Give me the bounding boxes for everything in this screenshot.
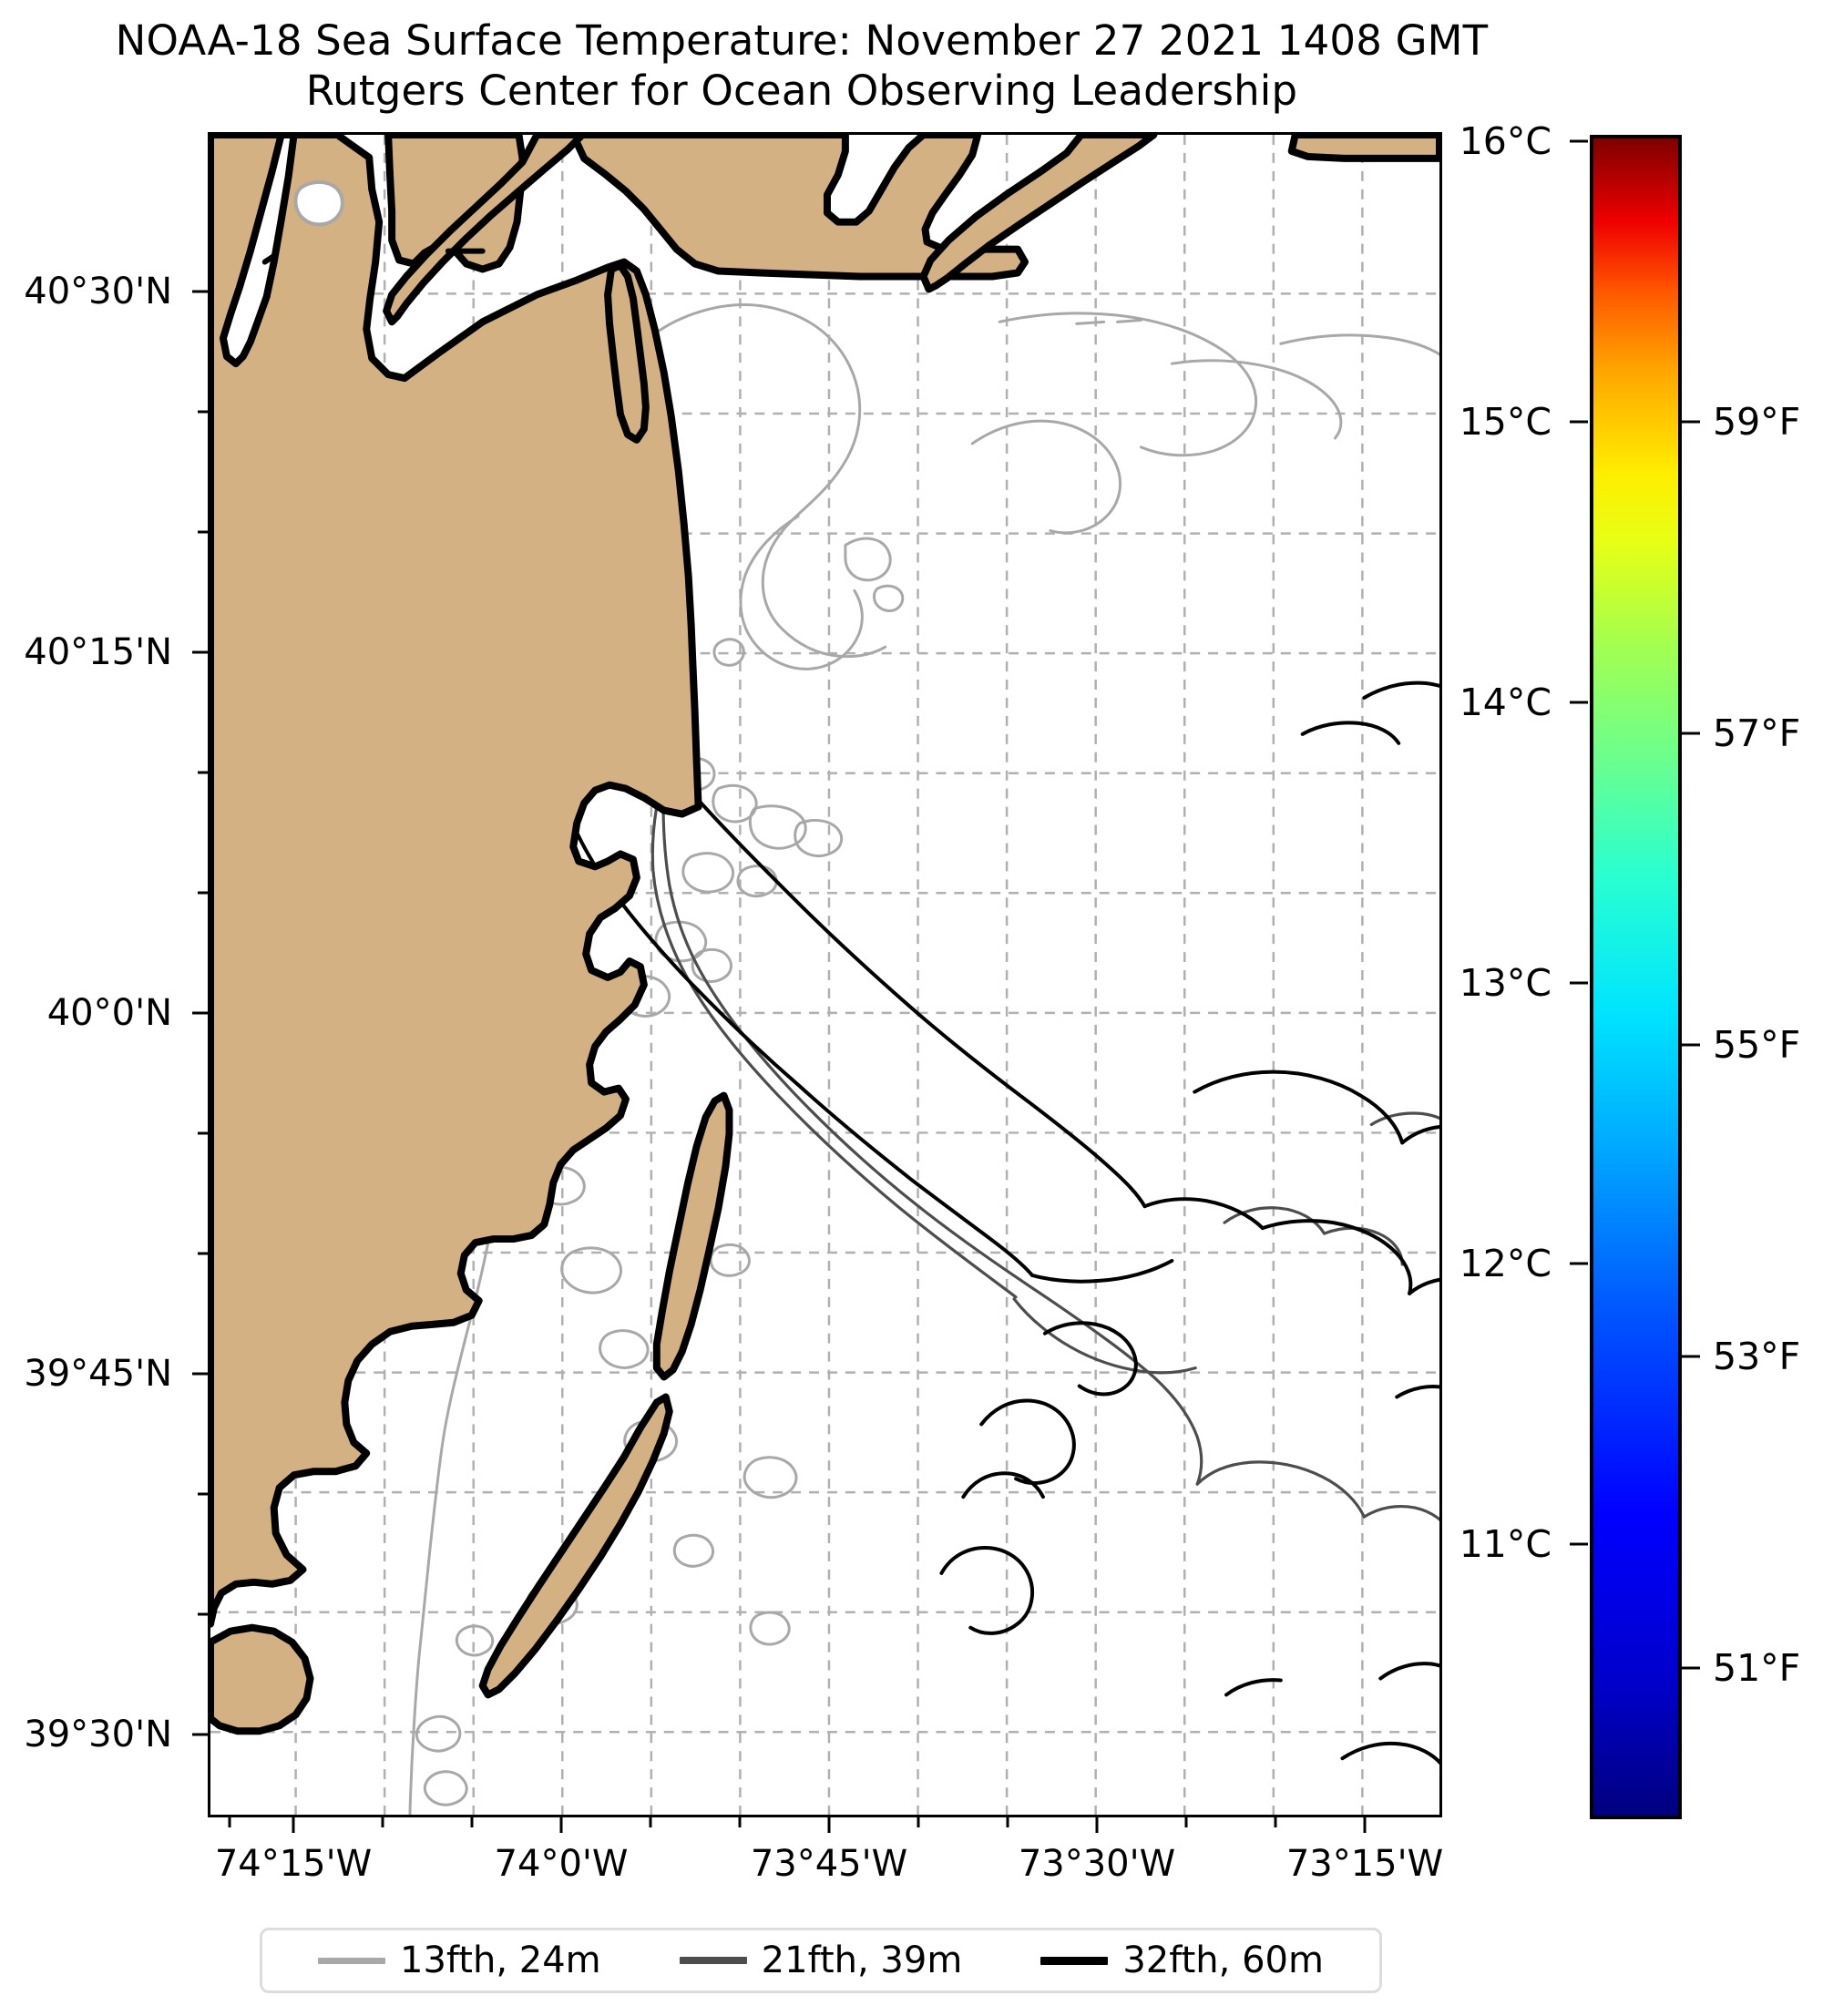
cb-label-c-3: 13°C bbox=[1459, 961, 1552, 1005]
temperature-colorbar[interactable] bbox=[1590, 135, 1682, 1819]
x-tick-major-5 bbox=[1363, 1817, 1367, 1833]
cb-tick-c-14 bbox=[1570, 701, 1588, 704]
x-tick-minor-5 bbox=[917, 1817, 920, 1827]
long-island-east bbox=[1287, 135, 1439, 162]
land-masses bbox=[210, 135, 1439, 1735]
cb-tick-f-55 bbox=[1682, 1043, 1700, 1047]
legend-label-2: 32fth, 60m bbox=[1122, 1939, 1324, 1981]
x-tick-minor-1 bbox=[381, 1817, 384, 1827]
cb-label-f-3: 53°F bbox=[1713, 1335, 1801, 1378]
cb-tick-f-57 bbox=[1682, 732, 1700, 735]
legend-line-swatch-39m bbox=[679, 1957, 747, 1964]
y-tick-minor-2 bbox=[198, 530, 208, 534]
y-axis-label-3: 39°45'N bbox=[24, 1353, 172, 1395]
y-tick-minor-3 bbox=[198, 771, 208, 774]
page-title: NOAA-18 Sea Surface Temperature: Novembe… bbox=[0, 16, 1603, 117]
coast-detail-marks bbox=[261, 248, 486, 265]
x-tick-major-3 bbox=[827, 1817, 831, 1833]
cb-label-c-4: 12°C bbox=[1459, 1242, 1552, 1285]
legend-label-1: 21fth, 39m bbox=[761, 1939, 963, 1981]
long-beach-island-barrier bbox=[478, 1393, 673, 1699]
y-tick-major-1 bbox=[192, 290, 208, 293]
x-tick-major-1 bbox=[292, 1817, 295, 1833]
staten-island bbox=[293, 179, 344, 227]
cb-tick-f-59 bbox=[1682, 420, 1700, 424]
barnegat-barrier-island bbox=[652, 1091, 733, 1381]
x-tick-minor-4 bbox=[738, 1817, 742, 1827]
x-axis-label-4: 73°15'W bbox=[1285, 1843, 1444, 1885]
y-axis-label-0: 40°30'N bbox=[24, 271, 172, 312]
legend-line-swatch-24m bbox=[318, 1957, 386, 1964]
cb-label-c-5: 11°C bbox=[1459, 1522, 1552, 1566]
x-axis-label-0: 74°15'W bbox=[214, 1843, 373, 1885]
y-tick-minor-5 bbox=[198, 1131, 208, 1135]
x-tick-minor-0 bbox=[228, 1817, 231, 1827]
y-tick-major-2 bbox=[192, 650, 208, 654]
legend-label-0: 13fth, 24m bbox=[400, 1939, 601, 1981]
cb-tick-f-51 bbox=[1682, 1666, 1700, 1670]
cb-label-f-0: 59°F bbox=[1713, 400, 1801, 444]
cb-label-f-4: 51°F bbox=[1713, 1646, 1801, 1690]
y-axis-label-4: 39°30'N bbox=[24, 1714, 172, 1755]
y-tick-minor-6 bbox=[198, 1252, 208, 1255]
y-tick-major-3 bbox=[192, 1011, 208, 1015]
x-axis-label-3: 73°30'W bbox=[1018, 1843, 1176, 1885]
map-canvas bbox=[210, 135, 1439, 1815]
cb-label-c-0: 16°C bbox=[1459, 119, 1552, 163]
x-axis-label-1: 74°0'W bbox=[494, 1843, 629, 1885]
x-tick-minor-7 bbox=[1184, 1817, 1188, 1827]
south-jersey-lobe bbox=[210, 1623, 314, 1735]
x-tick-major-4 bbox=[1095, 1817, 1099, 1833]
hudson-river-channel bbox=[219, 135, 298, 368]
y-tick-major-5 bbox=[192, 1733, 208, 1736]
y-tick-minor-4 bbox=[198, 891, 208, 895]
legend-item-0[interactable]: 13fth, 24m bbox=[318, 1939, 601, 1981]
cb-tick-c-12 bbox=[1570, 1262, 1588, 1265]
sst-map-axes[interactable] bbox=[208, 132, 1442, 1817]
sandy-hook-spit bbox=[604, 261, 650, 444]
new-jersey-mainland bbox=[210, 135, 702, 1628]
title-line-2: Rutgers Center for Ocean Observing Leade… bbox=[305, 66, 1298, 115]
legend-line-swatch-60m bbox=[1040, 1956, 1109, 1965]
cb-tick-c-15 bbox=[1570, 420, 1588, 424]
legend-item-2[interactable]: 32fth, 60m bbox=[1040, 1939, 1324, 1981]
y-tick-minor-1 bbox=[198, 410, 208, 414]
cb-tick-c-13 bbox=[1570, 981, 1588, 985]
cb-label-c-2: 14°C bbox=[1459, 681, 1552, 724]
cb-tick-c-16 bbox=[1570, 139, 1588, 143]
cb-label-f-2: 55°F bbox=[1713, 1023, 1801, 1067]
colorbar-gradient bbox=[1593, 138, 1678, 1816]
x-tick-major-2 bbox=[559, 1817, 563, 1833]
x-tick-minor-3 bbox=[649, 1817, 652, 1827]
rockaway-barrier-beach bbox=[383, 135, 587, 326]
x-tick-minor-2 bbox=[470, 1817, 474, 1827]
y-tick-major-4 bbox=[192, 1372, 208, 1376]
bathymetry-legend[interactable]: 13fth, 24m 21fth, 39m 32fth, 60m bbox=[260, 1928, 1382, 1993]
cb-tick-c-11 bbox=[1570, 1542, 1588, 1546]
y-tick-minor-8 bbox=[198, 1612, 208, 1616]
title-line-1: NOAA-18 Sea Surface Temperature: Novembe… bbox=[115, 16, 1489, 65]
fire-island-barrier bbox=[919, 135, 1158, 293]
x-axis-label-2: 73°45'W bbox=[750, 1843, 908, 1885]
cb-tick-f-53 bbox=[1682, 1355, 1700, 1358]
y-axis-label-2: 40°0'N bbox=[46, 992, 172, 1034]
y-tick-minor-7 bbox=[198, 1492, 208, 1496]
legend-item-1[interactable]: 21fth, 39m bbox=[679, 1939, 963, 1981]
long-island-central bbox=[569, 135, 1029, 281]
cb-label-f-1: 57°F bbox=[1713, 711, 1801, 755]
x-tick-minor-8 bbox=[1274, 1817, 1277, 1827]
long-island-west bbox=[384, 135, 527, 273]
x-tick-minor-6 bbox=[1006, 1817, 1009, 1827]
cb-label-c-1: 15°C bbox=[1459, 400, 1552, 444]
y-axis-label-1: 40°15'N bbox=[24, 631, 172, 673]
